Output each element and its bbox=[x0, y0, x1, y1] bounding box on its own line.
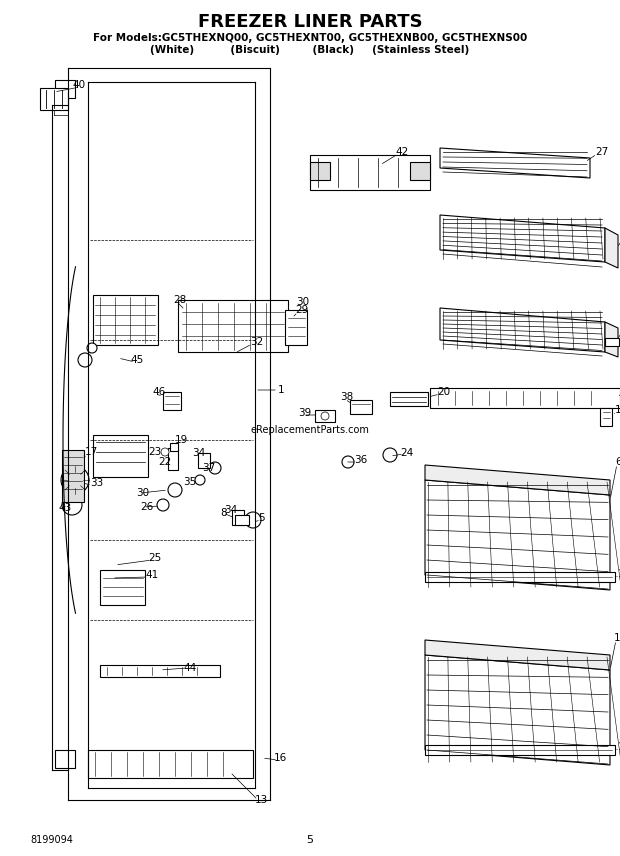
Text: 17: 17 bbox=[85, 447, 98, 457]
Bar bbox=[100, 665, 220, 677]
Circle shape bbox=[157, 499, 169, 511]
Text: 27: 27 bbox=[595, 147, 608, 157]
Text: 8: 8 bbox=[220, 508, 227, 518]
Text: 5: 5 bbox=[306, 835, 314, 845]
Bar bbox=[310, 155, 430, 190]
Circle shape bbox=[209, 462, 221, 474]
Bar bbox=[390, 392, 428, 406]
Text: 38: 38 bbox=[340, 392, 353, 402]
Text: 45: 45 bbox=[130, 355, 143, 365]
Polygon shape bbox=[605, 228, 618, 268]
Text: 41: 41 bbox=[145, 570, 158, 580]
Bar bbox=[93, 295, 158, 345]
Text: 46: 46 bbox=[152, 387, 166, 397]
Text: 40: 40 bbox=[72, 80, 85, 90]
Text: 19: 19 bbox=[175, 435, 188, 445]
Polygon shape bbox=[425, 655, 610, 765]
Circle shape bbox=[168, 483, 182, 497]
Bar bbox=[410, 162, 430, 180]
Polygon shape bbox=[425, 465, 610, 495]
Text: 8199094: 8199094 bbox=[30, 835, 73, 845]
Text: 42: 42 bbox=[395, 147, 408, 157]
Polygon shape bbox=[440, 215, 605, 262]
Bar bbox=[93, 435, 148, 477]
Text: (White)          (Biscuit)         (Black)     (Stainless Steel): (White) (Biscuit) (Black) (Stainless Ste… bbox=[151, 45, 469, 55]
Text: 33: 33 bbox=[90, 478, 104, 488]
Text: 24: 24 bbox=[400, 448, 414, 458]
Bar bbox=[62, 450, 84, 502]
Bar bbox=[315, 410, 335, 422]
Text: FREEZER LINER PARTS: FREEZER LINER PARTS bbox=[198, 13, 422, 31]
Bar bbox=[198, 453, 210, 468]
Text: 23: 23 bbox=[148, 447, 161, 457]
Text: 43: 43 bbox=[58, 503, 71, 513]
Text: For Models:GC5THEXNQ00, GC5THEXNT00, GC5THEXNB00, GC5THEXNS00: For Models:GC5THEXNQ00, GC5THEXNT00, GC5… bbox=[93, 33, 527, 43]
Text: 29: 29 bbox=[295, 305, 308, 315]
Bar bbox=[232, 510, 244, 525]
Text: 37: 37 bbox=[202, 463, 215, 473]
Bar bbox=[600, 408, 612, 426]
Bar bbox=[350, 400, 372, 414]
Bar bbox=[55, 80, 75, 98]
Bar bbox=[100, 570, 145, 605]
Text: 34: 34 bbox=[224, 505, 237, 515]
Polygon shape bbox=[425, 480, 610, 590]
Text: 30: 30 bbox=[296, 297, 309, 307]
Text: 36: 36 bbox=[354, 455, 367, 465]
Bar bbox=[235, 515, 249, 525]
Text: 26: 26 bbox=[140, 502, 153, 512]
Circle shape bbox=[61, 466, 89, 494]
Text: 25: 25 bbox=[148, 553, 161, 563]
Bar bbox=[425, 745, 615, 755]
Polygon shape bbox=[440, 308, 605, 352]
Text: 32: 32 bbox=[250, 337, 264, 347]
Bar bbox=[170, 443, 178, 451]
Bar bbox=[55, 750, 75, 768]
Circle shape bbox=[383, 448, 397, 462]
Text: 5: 5 bbox=[258, 513, 265, 523]
Bar bbox=[163, 392, 181, 410]
Bar bbox=[425, 572, 615, 582]
Text: 11: 11 bbox=[618, 742, 620, 752]
Bar bbox=[178, 300, 288, 352]
Polygon shape bbox=[440, 148, 590, 178]
Text: 11: 11 bbox=[618, 569, 620, 579]
Text: 39: 39 bbox=[298, 408, 311, 418]
Circle shape bbox=[62, 495, 82, 515]
Circle shape bbox=[245, 512, 261, 528]
Text: 44: 44 bbox=[183, 663, 197, 673]
Text: 28: 28 bbox=[173, 295, 186, 305]
Text: 6: 6 bbox=[615, 457, 620, 467]
Text: 34: 34 bbox=[192, 448, 205, 458]
Circle shape bbox=[321, 412, 329, 420]
Polygon shape bbox=[425, 640, 610, 670]
Circle shape bbox=[78, 353, 92, 367]
Text: 30: 30 bbox=[136, 488, 149, 498]
Polygon shape bbox=[605, 322, 618, 357]
Bar bbox=[285, 310, 307, 345]
Circle shape bbox=[342, 456, 354, 468]
Bar bbox=[168, 448, 178, 470]
Bar bbox=[88, 750, 253, 778]
Bar bbox=[40, 88, 68, 110]
Text: 13: 13 bbox=[255, 795, 268, 805]
Bar bbox=[430, 388, 620, 408]
Text: eReplacementParts.com: eReplacementParts.com bbox=[250, 425, 370, 435]
Circle shape bbox=[195, 475, 205, 485]
Bar bbox=[605, 338, 619, 346]
Text: 18: 18 bbox=[615, 405, 620, 415]
Circle shape bbox=[87, 343, 97, 353]
Text: 1: 1 bbox=[278, 385, 285, 395]
Text: 22: 22 bbox=[158, 457, 171, 467]
Circle shape bbox=[161, 448, 169, 456]
Text: 20: 20 bbox=[437, 387, 450, 397]
Bar bbox=[310, 162, 330, 180]
Text: 16: 16 bbox=[274, 753, 287, 763]
Text: 15: 15 bbox=[614, 633, 620, 643]
Text: 35: 35 bbox=[183, 477, 197, 487]
